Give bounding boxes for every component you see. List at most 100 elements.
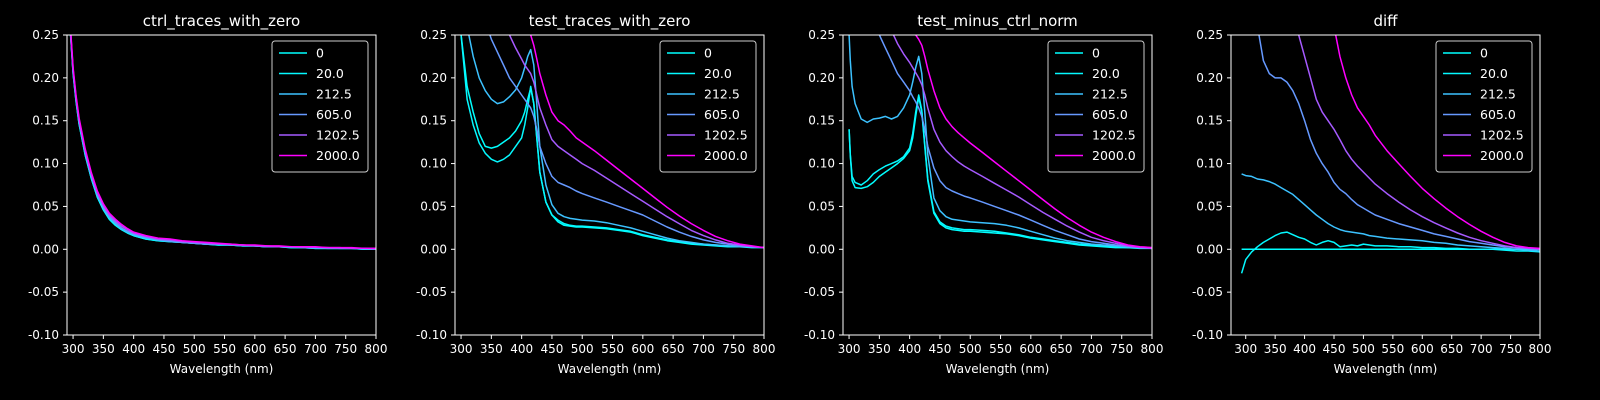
x-tick-label: 500 [959,342,982,356]
series-line-4 [892,35,1152,250]
x-tick-label: 700 [1470,342,1493,356]
x-tick-label: 550 [1381,342,1404,356]
legend-entry-3: 605.0 [1480,107,1516,122]
x-tick-label: 750 [722,342,745,356]
y-tick-label: 0.00 [808,242,835,256]
x-tick-label: 450 [928,342,951,356]
x-tick-label: 650 [274,342,297,356]
y-tick-label: 0.15 [420,114,447,128]
series-line-2 [1241,173,1540,252]
y-tick-label: 0.05 [32,199,59,213]
plot-frame [1230,34,1541,336]
series-group [69,35,376,251]
series-line-2 [468,35,764,249]
plot-frame [842,34,1153,336]
y-tick-label: -0.05 [416,285,447,299]
x-tick-label: 500 [1352,342,1375,356]
series-line-0 [460,35,764,249]
legend: 0 20.0 212.5 605.0 1202.5 2000.0 [1047,40,1145,173]
legend: 0 20.0 212.5 605.0 1202.5 2000.0 [271,40,369,173]
legend-entry-2: 212.5 [316,87,352,102]
legend-entry-5: 2000.0 [704,148,748,163]
y-tick-label: -0.10 [416,328,447,342]
series-line-4 [508,35,764,249]
legend-entry-4: 1202.5 [1480,128,1524,143]
y-tick-label: 0.15 [808,114,835,128]
x-tick-label: 450 [1323,342,1346,356]
x-tick-label: 350 [480,342,503,356]
legend-entry-1: 20.0 [1092,66,1120,81]
series-line-5 [1334,35,1540,250]
series-line-3 [1258,35,1540,251]
x-tick-label: 350 [1264,342,1287,356]
y-tick-label: 0.25 [808,28,835,42]
legend-entry-1: 20.0 [1480,66,1508,81]
y-tick-label: 0.20 [808,71,835,85]
series-line-4 [1297,35,1540,251]
x-tick-label: 400 [122,342,145,356]
legend-entry-3: 605.0 [316,107,352,122]
x-tick-label: 700 [304,342,327,356]
series-line-5 [529,35,764,249]
legend-entry-0: 0 [704,46,712,61]
x-tick-label: 450 [152,342,175,356]
x-tick-label: 650 [1440,342,1463,356]
chart-title: test_minus_ctrl_norm [917,12,1078,31]
y-tick-label: 0.00 [1196,242,1223,256]
y-tick-label: 0.25 [1196,28,1223,42]
series-line-1 [848,94,1152,250]
legend-entry-4: 1202.5 [704,128,748,143]
series-line-1 [460,35,764,249]
x-tick-label: 300 [62,342,85,356]
x-tick-label: 800 [365,342,388,356]
legend-entry-1: 20.0 [316,66,344,81]
y-tick-label: 0.25 [32,28,59,42]
y-tick-label: 0.15 [1196,114,1223,128]
legend-entry-3: 605.0 [1092,107,1128,122]
x-tick-label: 600 [1411,342,1434,356]
y-tick-label: -0.05 [1192,285,1223,299]
legend-entry-3: 605.0 [704,107,740,122]
x-tick-label: 300 [838,342,861,356]
x-tick-label: 600 [1019,342,1042,356]
y-tick-label: 0.05 [420,199,447,213]
x-tick-label: 350 [868,342,891,356]
chart-title: ctrl_traces_with_zero [143,12,300,31]
x-tick-label: 300 [1234,342,1257,356]
chart-panel-3: 300 350 400 450 500 550 600 650 700 750 800 -0.10 -0… [1192,12,1552,376]
x-tick-label: 600 [243,342,266,356]
legend-entry-0: 0 [316,46,324,61]
x-tick-label: 400 [1293,342,1316,356]
y-tick-label: -0.10 [1192,328,1223,342]
plot-frame [66,34,377,336]
chart-panel-1: 300 350 400 450 500 550 600 650 700 750 800 -0.10 -0… [416,12,776,376]
legend-entry-2: 212.5 [1092,87,1128,102]
x-tick-label: 700 [692,342,715,356]
x-tick-label: 700 [1080,342,1103,356]
x-tick-label: 600 [631,342,654,356]
x-tick-label: 750 [1110,342,1133,356]
x-tick-label: 650 [662,342,685,356]
x-tick-label: 300 [450,342,473,356]
series-line-5 [914,35,1152,249]
y-tick-label: 0.10 [1196,157,1223,171]
legend-entry-0: 0 [1092,46,1100,61]
series-group [848,35,1152,250]
x-tick-label: 550 [213,342,236,356]
x-tick-label: 750 [1499,342,1522,356]
chart-panel-0: 300 350 400 450 500 550 600 650 700 750 800 -0.10 -0… [28,12,388,376]
y-tick-label: 0.10 [808,157,835,171]
series-line-0 [848,95,1152,250]
legend-entry-0: 0 [1480,46,1488,61]
legend-entry-2: 212.5 [1480,87,1516,102]
x-tick-label: 550 [989,342,1012,356]
series-line-1 [1240,231,1540,274]
y-tick-label: 0.20 [32,71,59,85]
x-axis-label: Wavelength (nm) [558,362,662,376]
y-tick-label: 0.00 [420,242,447,256]
plot-frame [454,34,765,336]
legend: 0 20.0 212.5 605.0 1202.5 2000.0 [1435,40,1533,173]
y-tick-label: 0.05 [1196,199,1223,213]
y-tick-label: -0.05 [804,285,835,299]
x-tick-label: 800 [1141,342,1164,356]
